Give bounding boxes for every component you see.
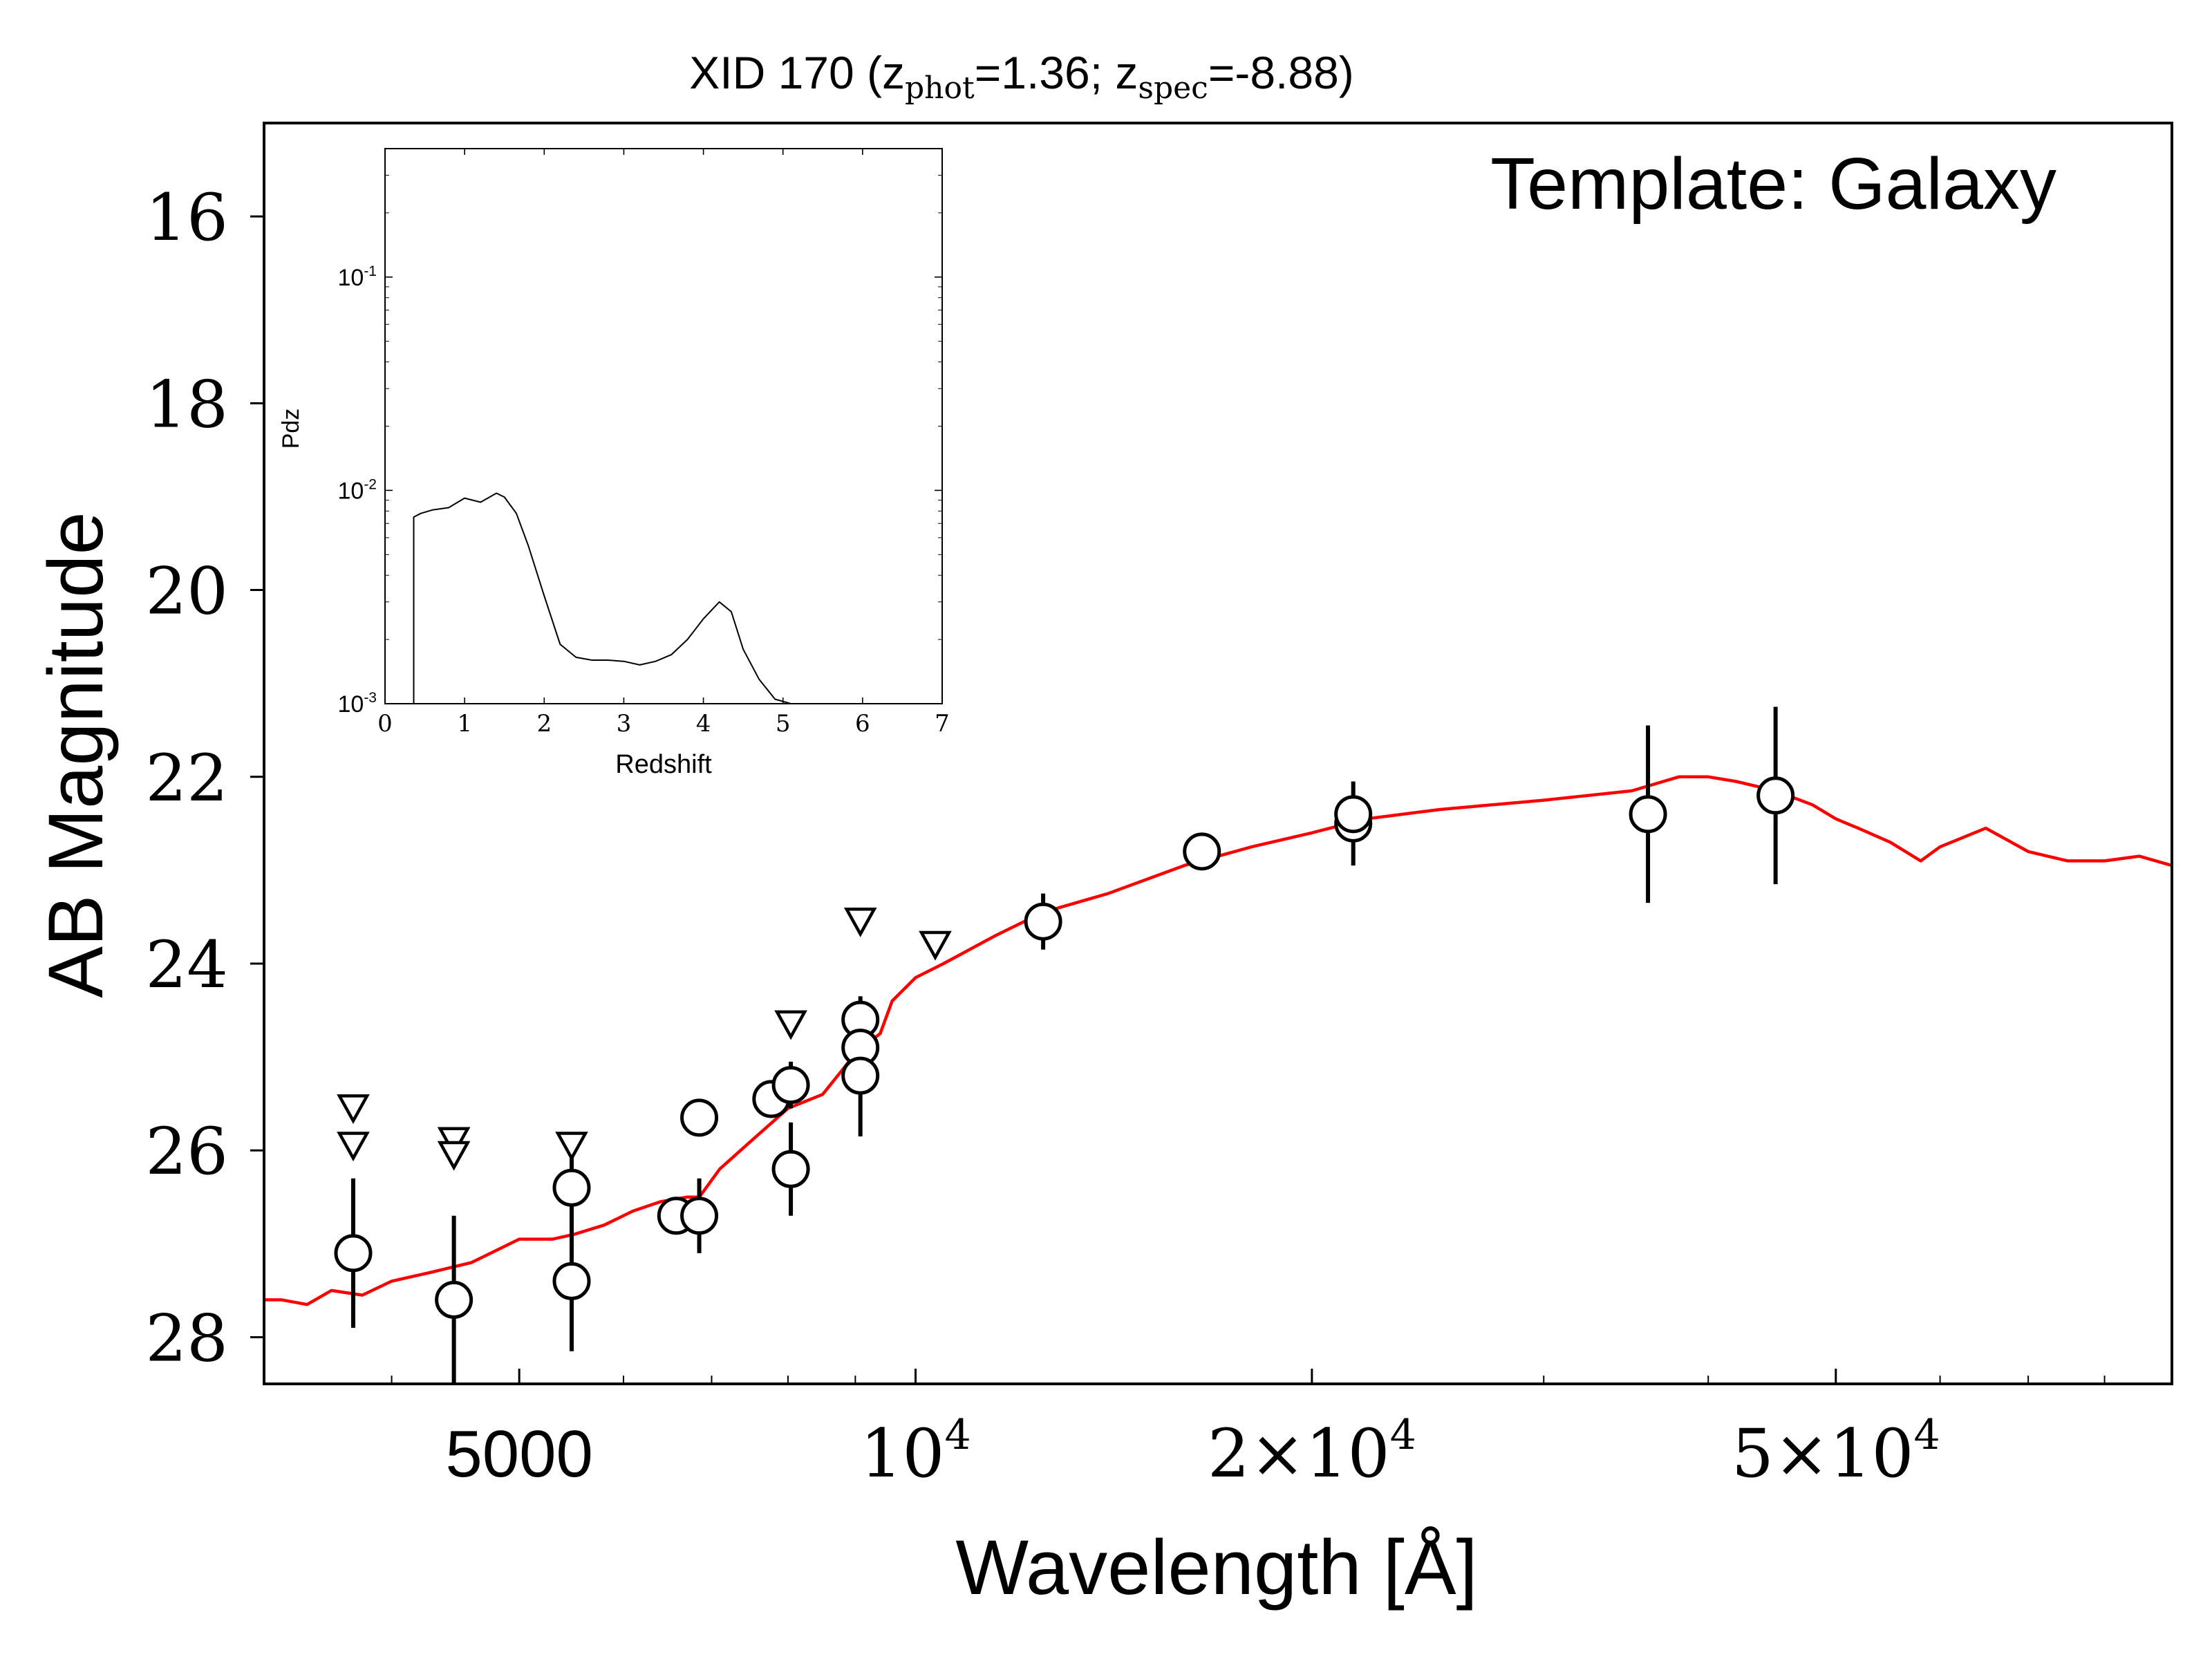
- data-point: [1756, 776, 1795, 815]
- inset-x-label: Redshift: [615, 750, 712, 779]
- chart-title-prefix: XID 170 (z: [689, 47, 905, 98]
- y-tick-label: 24: [145, 928, 228, 1003]
- data-point: [771, 1150, 810, 1188]
- data-point: [552, 1262, 591, 1300]
- upper-limit-marker: [337, 1132, 370, 1162]
- inset-pdz-curve: [413, 492, 794, 704]
- template-spectrum-layer: [264, 775, 2172, 1306]
- inset-x-tick-label: 5: [776, 710, 791, 738]
- x-tick-label: 104: [860, 1411, 971, 1492]
- chart-title: XID 170 (zphot=1.36; zspec=-8.88): [689, 47, 1354, 106]
- chart-title-mid: =1.36; z: [975, 47, 1138, 98]
- redshift-pdf-inset: 0 1 2 3 4 5 6 7 10-3 10-2 10-1 Redshift Pdz: [278, 148, 950, 779]
- x-tick-label: 5×104: [1732, 1411, 1940, 1492]
- y-ticks: 16 18 20 22 24 26 28: [145, 180, 264, 1376]
- upper-limit-marker: [437, 1127, 471, 1157]
- inset-x-tick-label: 6: [855, 710, 870, 738]
- data-point: [680, 1098, 719, 1137]
- inset-y-tick-label: 10-3: [337, 690, 377, 718]
- x-tick-label: 2×104: [1208, 1411, 1416, 1492]
- data-point: [680, 1197, 719, 1235]
- data-point: [334, 1234, 373, 1273]
- inset-x-tick-label: 1: [457, 710, 472, 738]
- data-point: [1334, 795, 1373, 834]
- upper-limit-marker: [774, 1010, 807, 1040]
- inset-x-tick-label: 4: [696, 710, 711, 738]
- x-ticks: 5000 104 2×104 5×104: [391, 1369, 2173, 1492]
- photometry-points-layer: [334, 706, 1795, 1384]
- y-tick-label: 28: [145, 1301, 228, 1376]
- upper-limits-layer: [337, 907, 952, 1171]
- x-axis-label: Wavelength [Å]: [955, 1524, 1477, 1611]
- chart-title-sub-spec: spec: [1138, 71, 1208, 106]
- y-axis-label: AB Magnitude: [32, 512, 119, 998]
- upper-limit-marker: [337, 1094, 370, 1125]
- chart-title-suffix: =-8.88): [1208, 47, 1354, 98]
- data-point: [552, 1168, 591, 1207]
- data-point: [1629, 795, 1667, 834]
- upper-limit-marker: [919, 930, 952, 961]
- inset-y-tick-label: 10-2: [337, 476, 377, 504]
- inset-frame: [384, 148, 943, 704]
- data-point: [435, 1280, 474, 1319]
- data-point: [1024, 902, 1062, 941]
- template-annotation: Template: Galaxy: [1490, 143, 2056, 225]
- x-tick-label: 5000: [445, 1417, 593, 1491]
- y-tick-label: 26: [145, 1114, 228, 1190]
- upper-limit-marker: [843, 907, 877, 937]
- inset-y-tick-label: 10-1: [337, 263, 377, 291]
- main-plot-frame: [263, 122, 2173, 1385]
- data-point: [1183, 832, 1221, 871]
- chart-title-sub-phot: phot: [905, 71, 975, 106]
- inset-x-tick-label: 7: [935, 710, 950, 738]
- y-tick-label: 20: [145, 554, 228, 630]
- inset-x-tick-label: 0: [377, 710, 393, 738]
- data-point: [771, 1066, 810, 1105]
- inset-x-tick-label: 2: [536, 710, 552, 738]
- template-spectrum-line: [264, 775, 2172, 1306]
- y-tick-label: 22: [145, 741, 228, 816]
- inset-series-line: [413, 492, 794, 704]
- y-tick-label: 18: [145, 367, 228, 442]
- upper-limit-marker: [437, 1141, 471, 1171]
- data-point: [841, 1056, 880, 1095]
- inset-y-label: Pdz: [278, 409, 304, 449]
- inset-ticks: 0 1 2 3 4 5 6 7 10-3 10-2 10-1: [337, 149, 950, 738]
- inset-x-tick-label: 3: [617, 710, 632, 738]
- y-tick-label: 16: [145, 180, 228, 256]
- upper-limit-marker: [555, 1132, 588, 1162]
